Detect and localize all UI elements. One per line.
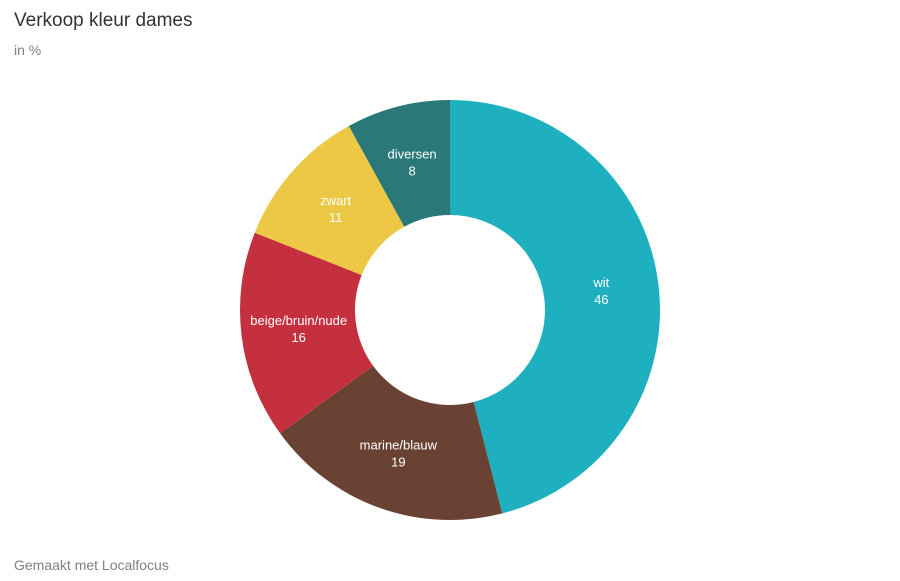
donut-chart: wit 46 marine/blauw 19 beige/bruin/nude 16 zwa… (0, 60, 900, 550)
slice-value: 8 (408, 163, 415, 178)
chart-credit: Gemaakt met Localfocus (14, 557, 169, 573)
slice-value: 19 (391, 454, 405, 469)
slice-value: 11 (329, 210, 343, 225)
slice-value: 46 (594, 292, 608, 307)
slice-value: 16 (291, 330, 305, 345)
slice-label: beige/bruin/nude (250, 313, 347, 328)
chart-subtitle: in % (14, 42, 41, 58)
slice-label: wit (592, 275, 609, 290)
chart-title: Verkoop kleur dames (14, 10, 193, 32)
slice-label: marine/blauw (360, 437, 438, 452)
slice-label: zwart (320, 193, 351, 208)
slice-label: diversen (388, 146, 437, 161)
